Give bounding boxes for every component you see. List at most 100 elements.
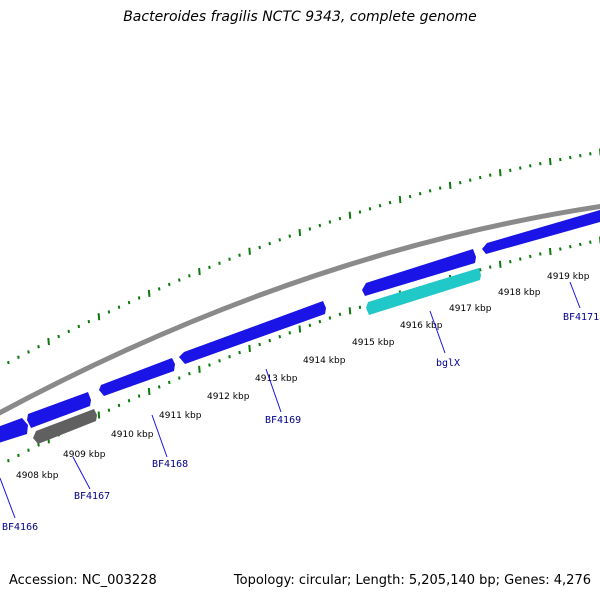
minor-tick — [508, 259, 512, 264]
minor-tick — [569, 155, 572, 160]
minor-tick — [528, 164, 532, 168]
minor-tick — [328, 220, 332, 224]
minor-tick — [137, 394, 141, 398]
minor-tick — [338, 312, 342, 317]
gene-label-leaders — [0, 281, 581, 519]
minor-tick — [408, 194, 412, 199]
minor-tick — [388, 200, 392, 205]
minor-tick — [238, 350, 241, 355]
kbp-label: 4910 kbp — [111, 430, 154, 440]
minor-tick — [589, 240, 592, 244]
major-tick — [348, 307, 352, 315]
minor-tick — [458, 181, 462, 185]
gene-label-BF4171[interactable]: BF4171 — [563, 312, 599, 323]
minor-tick — [328, 316, 332, 320]
major-tick — [348, 211, 352, 219]
major-tick — [498, 260, 502, 268]
minor-tick — [57, 334, 60, 339]
minor-tick — [308, 323, 312, 327]
minor-tick — [127, 399, 131, 403]
gene-label-bglX[interactable]: bglX — [436, 358, 460, 369]
minor-tick — [368, 207, 372, 211]
minor-tick — [418, 192, 422, 196]
gene-arrow[interactable] — [33, 409, 97, 444]
gene-arrow[interactable] — [179, 301, 326, 364]
minor-tick — [87, 319, 91, 324]
gene-label-BF4167[interactable]: BF4167 — [74, 491, 110, 502]
map-title: Bacteroides fragilis NCTC 9343, complete… — [123, 9, 477, 25]
minor-tick — [538, 162, 542, 166]
minor-tick — [188, 274, 191, 278]
minor-tick — [288, 234, 292, 238]
kbp-label: 4919 kbp — [547, 272, 590, 282]
minor-tick — [468, 178, 472, 182]
minor-tick — [358, 305, 362, 310]
minor-tick — [278, 238, 282, 242]
minor-tick — [268, 338, 271, 343]
minor-tick — [488, 173, 492, 177]
minor-tick — [27, 350, 30, 354]
major-tick — [298, 325, 302, 333]
minor-tick — [268, 241, 271, 246]
minor-tick — [518, 166, 522, 170]
minor-tick — [188, 371, 191, 376]
minor-tick — [589, 152, 592, 156]
major-tick — [548, 158, 552, 166]
gene-label-BF4169[interactable]: BF4169 — [265, 415, 301, 426]
gene-arrow[interactable] — [27, 392, 91, 428]
minor-tick — [167, 282, 171, 287]
minor-tick — [428, 189, 432, 193]
minor-tick — [569, 245, 572, 249]
minor-tick — [107, 310, 111, 314]
minor-tick — [17, 355, 20, 359]
accession-text: Accession: NC_003228 — [9, 573, 157, 588]
minor-tick — [258, 342, 261, 347]
kbp-label: 4913 kbp — [255, 374, 298, 384]
gene-label-BF4168[interactable]: BF4168 — [152, 459, 188, 470]
gene-label-BF4166[interactable]: BF4166 — [2, 522, 38, 533]
gene-arrow[interactable] — [0, 418, 28, 444]
minor-tick — [218, 359, 221, 363]
gene-arrow[interactable] — [362, 249, 476, 296]
minor-tick — [538, 252, 542, 256]
minor-tick — [17, 453, 20, 458]
major-tick — [448, 181, 452, 189]
kbp-label: 4914 kbp — [303, 356, 346, 366]
minor-tick — [318, 319, 322, 324]
major-tick — [97, 313, 101, 321]
minor-tick — [508, 168, 512, 173]
minor-tick — [7, 360, 10, 365]
minor-tick — [238, 253, 241, 257]
gene-arrow[interactable] — [482, 210, 600, 254]
minor-tick — [579, 153, 582, 158]
major-tick — [97, 411, 101, 419]
minor-tick — [528, 254, 532, 259]
major-tick — [298, 228, 302, 237]
outer-tick-ring — [7, 148, 600, 365]
major-tick — [198, 267, 201, 276]
major-tick — [147, 289, 151, 297]
minor-tick — [37, 345, 40, 349]
minor-tick — [288, 331, 292, 335]
minor-tick — [117, 403, 121, 408]
kbp-scale-labels: 4908 kbp 4909 kbp 4910 kbp 4911 kbp 4912… — [16, 272, 590, 481]
minor-tick — [117, 305, 121, 309]
major-tick — [248, 247, 251, 255]
kbp-label: 4917 kbp — [449, 304, 492, 314]
major-tick — [248, 344, 251, 353]
minor-tick — [7, 458, 10, 463]
minor-tick — [438, 186, 442, 190]
gene-arrow[interactable] — [366, 268, 481, 315]
minor-tick — [137, 296, 141, 300]
minor-tick — [37, 443, 40, 447]
minor-tick — [167, 380, 171, 385]
gene-arrow[interactable] — [99, 358, 175, 396]
major-tick — [498, 169, 502, 177]
major-tick — [398, 195, 402, 204]
genome-summary-text: Topology: circular; Length: 5,205,140 bp… — [233, 573, 591, 588]
forward-genes — [0, 210, 600, 444]
major-tick — [47, 338, 50, 346]
kbp-label: 4918 kbp — [498, 288, 541, 298]
minor-tick — [208, 363, 211, 367]
